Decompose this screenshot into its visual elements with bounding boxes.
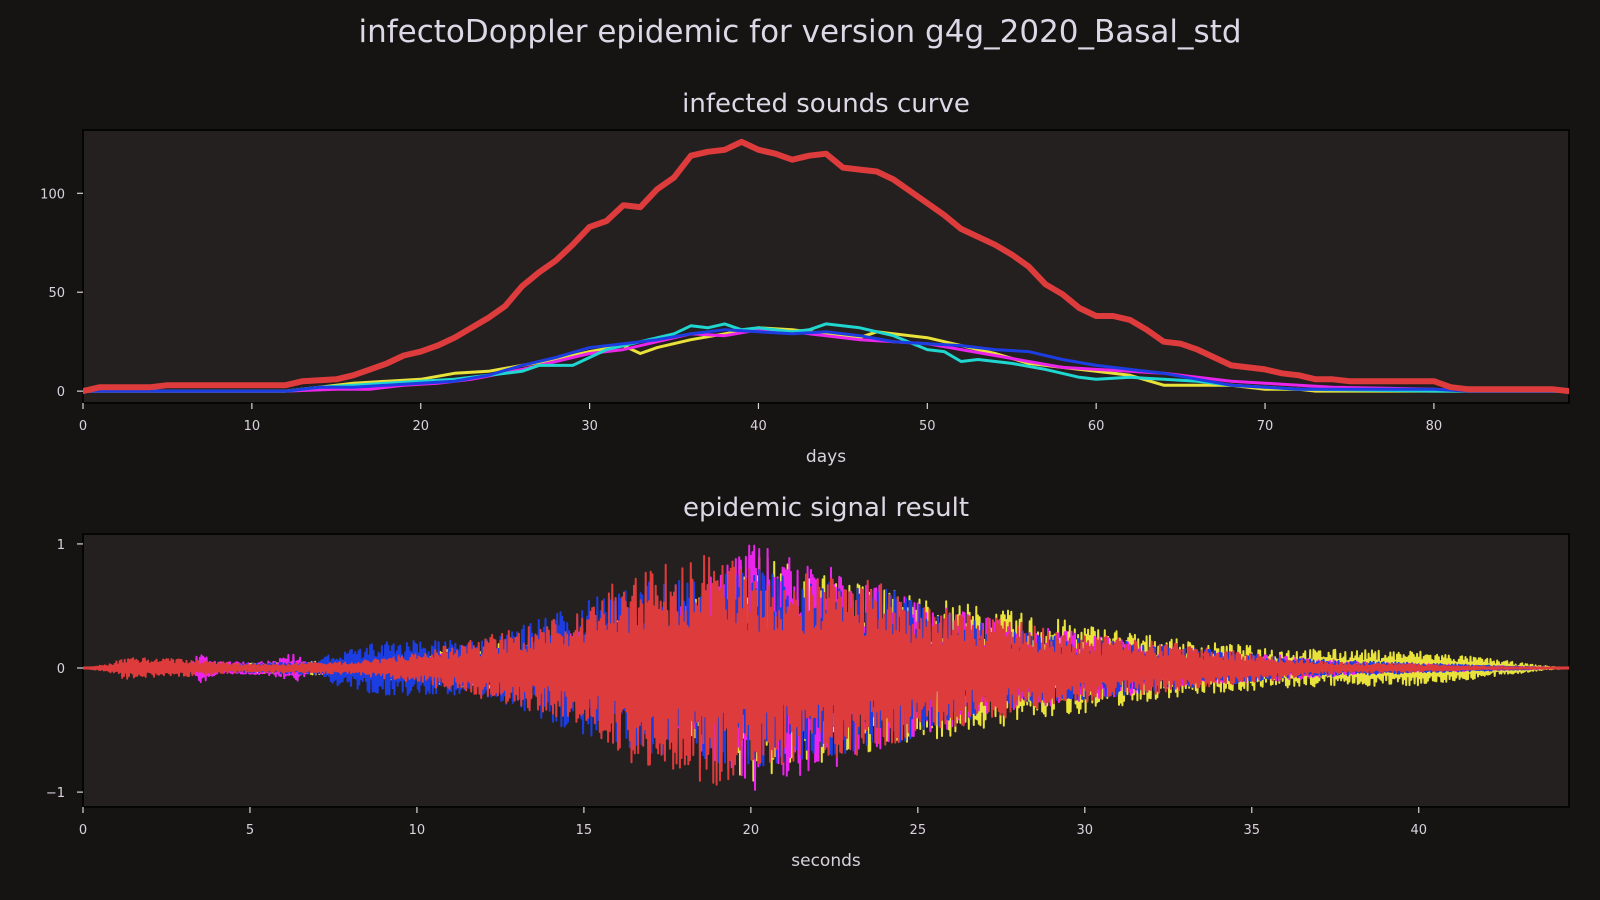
epidemic-signal-xtick-label: 15 [576,823,593,838]
infected-series-line-4 [83,138,1569,395]
epidemic-signal-xtick-label: 25 [910,823,927,838]
epidemic-signal-xtick-label: 0 [79,823,87,838]
infected-sounds-xtick-label: 60 [1088,419,1105,434]
epidemic-signal-ytick-label: 1 [57,538,65,553]
infected-sounds-xtick-label: 20 [412,419,429,434]
infected-sounds-xtick-label: 0 [79,419,87,434]
infected-sounds-ytick-label: 50 [48,286,65,301]
infected-sounds-ticks: 0 10 20 30 40 50 60 70 80 0 50 100 [40,187,1442,434]
epidemic-signal-ytick-label: 0 [57,662,65,677]
epidemic-signal-series [83,544,1569,791]
epidemic-signal-ytick-label: −1 [46,786,65,801]
infected-sounds-xlabel: days [806,447,846,467]
infected-sounds-xtick-label: 70 [1257,419,1274,434]
epidemic-signal-ticks: 0 5 10 15 20 25 30 35 40 −1 0 1 [46,538,1427,838]
epidemic-signal-chart: epidemic signal result 0 5 10 15 20 25 30 35 40−… [46,493,1570,871]
infected-sounds-xtick-label: 80 [1426,419,1443,434]
infected-sounds-xtick-label: 50 [919,419,936,434]
infected-sounds-series [83,138,1569,395]
infected-sounds-ytick-label: 100 [40,187,65,202]
infected-sounds-xtick-label: 30 [581,419,598,434]
infected-sounds-xtick-label: 10 [244,419,261,434]
infected-sounds-chart: infected sounds curve 0 10 20 30 40 50 60 70 800… [40,89,1570,467]
infected-sounds-xtick-label: 40 [750,419,767,434]
infected-series-line-3 [83,328,1569,393]
epidemic-signal-xtick-label: 20 [743,823,760,838]
figure-title: infectoDoppler epidemic for version g4g_… [358,14,1241,50]
epidemic-signal-xtick-label: 30 [1077,823,1094,838]
epidemic-signal-xtick-label: 5 [246,823,254,838]
epidemic-signal-xtick-label: 40 [1410,823,1427,838]
infected-sounds-ytick-label: 0 [57,385,65,400]
epidemic-signal-title: epidemic signal result [683,493,969,523]
epidemic-signal-xlabel: seconds [791,851,861,871]
infected-sounds-title: infected sounds curve [682,89,970,119]
epidemic-signal-xtick-label: 35 [1243,823,1260,838]
epidemic-signal-xtick-label: 10 [409,823,426,838]
infected-sounds-plot-area [82,129,1570,404]
